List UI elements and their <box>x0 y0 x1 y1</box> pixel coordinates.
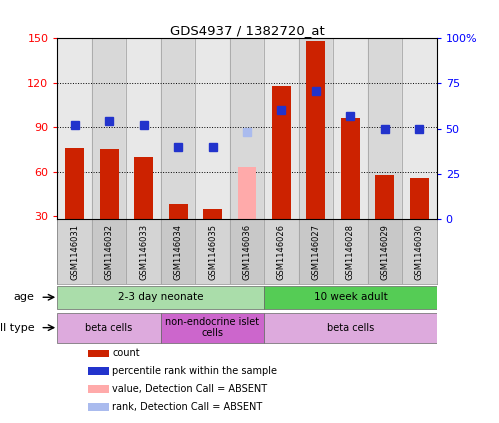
Bar <box>333 219 368 284</box>
Text: GSM1146032: GSM1146032 <box>105 224 114 280</box>
Bar <box>57 219 92 284</box>
Bar <box>195 219 230 284</box>
Text: age: age <box>14 292 34 302</box>
Bar <box>368 219 402 284</box>
Bar <box>306 41 325 219</box>
Bar <box>126 219 161 284</box>
Bar <box>410 178 429 219</box>
Bar <box>402 38 437 219</box>
Bar <box>333 38 368 219</box>
Bar <box>134 157 153 219</box>
Bar <box>88 368 109 375</box>
Text: 2-3 day neonate: 2-3 day neonate <box>118 292 204 302</box>
Bar <box>230 38 264 219</box>
Bar <box>88 350 109 357</box>
Text: non-endocrine islet
cells: non-endocrine islet cells <box>166 317 259 338</box>
Text: GSM1146035: GSM1146035 <box>208 224 217 280</box>
Title: GDS4937 / 1382720_at: GDS4937 / 1382720_at <box>170 24 324 37</box>
Text: GSM1146031: GSM1146031 <box>70 224 79 280</box>
Bar <box>88 385 109 393</box>
Text: GSM1146034: GSM1146034 <box>174 224 183 280</box>
Bar <box>195 38 230 219</box>
Bar <box>57 313 161 343</box>
Bar <box>402 219 437 284</box>
Bar <box>230 219 264 284</box>
Bar <box>264 313 437 343</box>
Bar <box>88 403 109 411</box>
Text: GSM1146028: GSM1146028 <box>346 224 355 280</box>
Bar <box>299 219 333 284</box>
Bar <box>375 175 394 219</box>
Bar <box>368 38 402 219</box>
Bar <box>272 85 291 219</box>
Bar <box>169 204 188 219</box>
Text: GSM1146026: GSM1146026 <box>277 224 286 280</box>
Text: GSM1146027: GSM1146027 <box>311 224 320 280</box>
Bar <box>238 167 256 219</box>
Bar <box>264 219 299 284</box>
Text: beta cells: beta cells <box>85 323 133 332</box>
Bar <box>161 313 264 343</box>
Bar <box>57 286 264 309</box>
Bar <box>299 38 333 219</box>
Bar <box>92 38 126 219</box>
Bar <box>264 38 299 219</box>
Bar <box>57 38 92 219</box>
Bar <box>264 286 437 309</box>
Text: 10 week adult: 10 week adult <box>313 292 387 302</box>
Text: GSM1146030: GSM1146030 <box>415 224 424 280</box>
Bar <box>203 209 222 219</box>
Text: GSM1146033: GSM1146033 <box>139 224 148 280</box>
Text: GSM1146036: GSM1146036 <box>243 224 251 280</box>
Bar <box>126 38 161 219</box>
Text: GSM1146029: GSM1146029 <box>380 224 389 280</box>
Bar <box>161 38 195 219</box>
Text: percentile rank within the sample: percentile rank within the sample <box>112 366 277 376</box>
Bar <box>341 118 360 219</box>
Text: count: count <box>112 349 140 358</box>
Text: rank, Detection Call = ABSENT: rank, Detection Call = ABSENT <box>112 402 262 412</box>
Bar <box>65 148 84 219</box>
Text: cell type: cell type <box>0 323 34 332</box>
Bar <box>161 219 195 284</box>
Bar <box>92 219 126 284</box>
Bar <box>100 149 119 219</box>
Text: value, Detection Call = ABSENT: value, Detection Call = ABSENT <box>112 384 267 394</box>
Text: beta cells: beta cells <box>327 323 374 332</box>
